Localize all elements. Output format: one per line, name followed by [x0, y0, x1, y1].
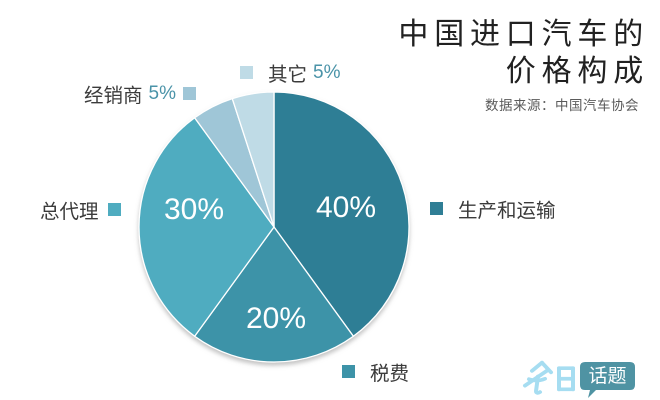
svg-text:话题: 话题 — [588, 365, 626, 387]
svg-text:40%: 40% — [316, 191, 376, 224]
svg-text:20%: 20% — [246, 302, 306, 335]
svg-text:30%: 30% — [164, 193, 224, 226]
